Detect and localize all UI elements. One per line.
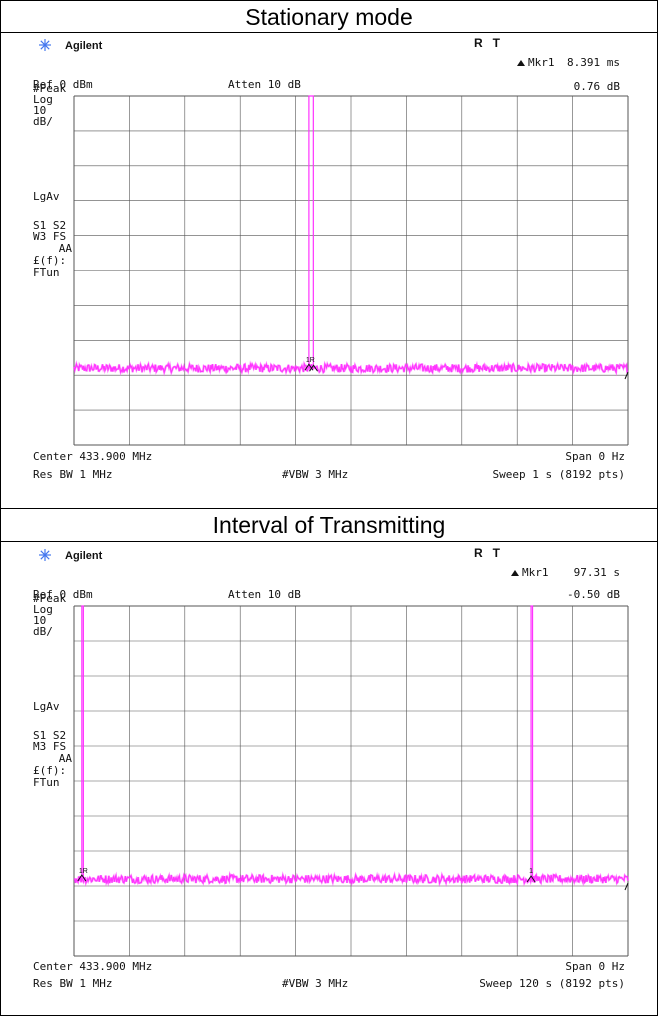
video-bandwidth: #VBW 3 MHz — [282, 468, 348, 481]
marker-delta — [309, 364, 318, 372]
side-label: dB/ — [33, 115, 53, 128]
marker-reference — [77, 874, 87, 882]
divider — [0, 508, 658, 509]
pulse — [530, 605, 534, 879]
resolution-bandwidth: Res BW 1 MHz — [33, 468, 112, 481]
span: Span 0 Hz — [565, 960, 625, 973]
brand-name: Agilent — [65, 40, 103, 52]
attenuation: Atten 10 dB — [228, 588, 301, 601]
starburst-icon — [39, 39, 51, 51]
resolution-bandwidth: Res BW 1 MHz — [33, 977, 112, 990]
delta-triangle-icon — [511, 570, 519, 576]
side-label: AA — [59, 752, 73, 765]
sweep-time: Sweep 1 s (8192 pts) — [493, 468, 625, 481]
marker-label: Mkr1 — [528, 56, 555, 69]
side-label: LgAv — [33, 190, 60, 203]
pulse — [81, 605, 84, 879]
center-frequency: Center 433.900 MHz — [33, 450, 152, 463]
markers: 1R 1 — [77, 868, 629, 891]
agilent-logo: Agilent — [39, 549, 103, 562]
agilent-logo: Agilent — [39, 39, 103, 52]
edge-tick — [624, 882, 629, 891]
marker-time: 97.31 s — [574, 566, 620, 579]
center-frequency: Center 433.900 MHz — [33, 960, 152, 973]
marker-level: 0.76 dB — [574, 80, 621, 93]
side-label: Log — [33, 93, 53, 106]
ref-level: Ref 0 dBm — [33, 588, 93, 601]
starburst-icon — [39, 549, 51, 561]
side-label: £(f): — [33, 254, 66, 267]
graticule — [73, 95, 629, 446]
video-bandwidth: #VBW 3 MHz — [282, 977, 348, 990]
side-label: S1 S2 — [33, 729, 66, 742]
marker-delta — [526, 875, 536, 883]
side-label: AA — [59, 242, 73, 255]
side-label: FTun — [33, 266, 60, 279]
side-label: Log — [33, 603, 53, 616]
divider — [0, 32, 658, 33]
side-label: W3 FS — [33, 230, 66, 243]
marker-delta-tag: 1 — [529, 868, 533, 875]
pulse — [308, 95, 314, 369]
section-title: Stationary mode — [245, 4, 413, 30]
marker-time: 8.391 ms — [567, 56, 620, 69]
divider — [0, 541, 658, 542]
sweep-time: Sweep 120 s (8192 pts) — [479, 977, 625, 990]
span: Span 0 Hz — [565, 450, 625, 463]
side-label: dB/ — [33, 625, 53, 638]
side-label: #Peak — [33, 82, 66, 95]
spectrum-analyzer-panel: Agilent R T Mkr1 8.391 ms 0.76 dB Ref 0 … — [33, 36, 629, 481]
markers: 1R — [304, 357, 629, 380]
noise-floor-trace-band — [72, 360, 629, 377]
marker-tag: 1R — [79, 868, 88, 875]
noise-floor-trace-band — [73, 870, 630, 888]
trace — [73, 605, 630, 888]
side-label: £(f): — [33, 764, 66, 777]
side-label: #Peak — [33, 592, 66, 605]
side-label: FTun — [33, 776, 60, 789]
marker-level: -0.50 dB — [567, 588, 620, 601]
marker-label: Mkr1 — [522, 566, 549, 579]
delta-triangle-icon — [517, 60, 525, 66]
side-label: 10 — [33, 614, 46, 627]
marker-tag: 1R — [306, 357, 315, 364]
side-label: S1 S2 — [33, 219, 66, 232]
spectrum-analyzer-panel: Agilent R T Mkr1 97.31 s -0.50 dB Ref 0 … — [33, 546, 630, 990]
status-indicator: R T — [474, 36, 501, 50]
side-label: LgAv — [33, 700, 60, 713]
side-label: 10 — [33, 104, 46, 117]
section-title: Interval of Transmitting — [212, 512, 446, 538]
brand-name: Agilent — [65, 550, 103, 562]
graticule — [73, 605, 629, 957]
edge-tick — [624, 371, 629, 380]
ref-level: Ref 0 dBm — [33, 78, 93, 91]
attenuation: Atten 10 dB — [228, 78, 301, 91]
trace — [72, 95, 629, 377]
side-label: M3 FS — [33, 740, 66, 753]
status-indicator: R T — [474, 546, 501, 560]
